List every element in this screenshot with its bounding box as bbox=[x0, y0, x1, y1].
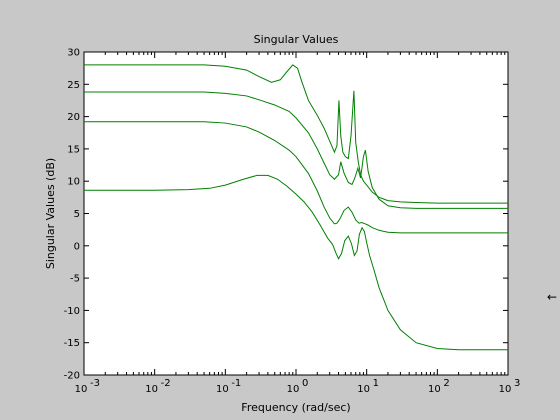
x-tick-exponent: 2 bbox=[443, 378, 449, 389]
y-tick-label: 15 bbox=[67, 144, 80, 155]
x-tick-exponent: 1 bbox=[373, 378, 379, 389]
y-axis-label: Singular Values (dB) bbox=[44, 158, 57, 269]
x-tick-label: 10 bbox=[428, 384, 441, 395]
y-tick-label: 10 bbox=[67, 177, 80, 188]
y-tick-label: 5 bbox=[74, 209, 80, 220]
x-tick-label: 10 bbox=[499, 384, 512, 395]
singular-value-curve-3 bbox=[84, 121, 508, 234]
x-tick-exponent: -1 bbox=[231, 378, 241, 389]
singular-value-curve-2 bbox=[84, 91, 508, 209]
singular-value-curve-4 bbox=[84, 174, 508, 351]
y-tick-label: -5 bbox=[70, 274, 80, 285]
y-tick-label: -15 bbox=[64, 338, 80, 349]
chart-title: Singular Values bbox=[254, 33, 339, 46]
y-tick-label: 30 bbox=[67, 48, 80, 59]
y-tick-label: 20 bbox=[67, 112, 80, 123]
x-tick-label: 10 bbox=[357, 384, 370, 395]
x-axis-label: Frequency (rad/sec) bbox=[241, 401, 350, 414]
x-tick-exponent: 3 bbox=[514, 378, 520, 389]
y-tick-label: -10 bbox=[64, 306, 80, 317]
x-tick-label: 10 bbox=[216, 384, 229, 395]
x-tick-exponent: 0 bbox=[302, 378, 308, 389]
plot-area bbox=[83, 51, 509, 376]
y-tick-label: 25 bbox=[67, 80, 80, 91]
x-tick-label: 10 bbox=[145, 384, 158, 395]
cursor-arrow-icon: ← bbox=[547, 290, 557, 304]
y-axis: -20 -15 -10 -5 0 5 10 15 20 25 30 bbox=[64, 48, 508, 382]
x-tick-label: 10 bbox=[287, 384, 300, 395]
y-tick-label: -20 bbox=[64, 371, 80, 382]
x-tick-exponent: -2 bbox=[161, 378, 171, 389]
x-tick-exponent: -3 bbox=[90, 378, 100, 389]
curves-group bbox=[84, 64, 508, 351]
y-tick-label: 0 bbox=[74, 241, 80, 252]
x-tick-label: 10 bbox=[75, 384, 88, 395]
